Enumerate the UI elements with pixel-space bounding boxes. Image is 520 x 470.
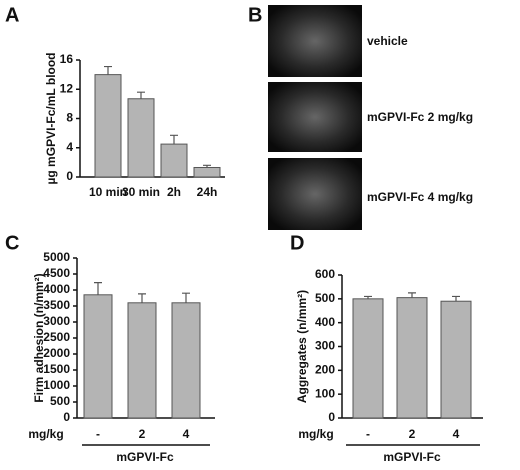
x-row-label: mg/kg (298, 427, 333, 441)
y-tick-label: 1000 (43, 378, 70, 392)
micrograph (268, 5, 362, 77)
error-bar (408, 292, 416, 298)
y-tick-label: 2500 (43, 330, 70, 344)
error-bar (104, 65, 112, 75)
y-tick-label: 0 (328, 410, 335, 424)
x-tick-label: 4 (453, 427, 460, 441)
panel-letter: C (5, 232, 19, 254)
bar (127, 302, 157, 419)
y-tick-label: 0 (66, 169, 73, 183)
y-tick-label: 4 (66, 140, 73, 154)
error-bar (137, 91, 145, 99)
bar (352, 298, 384, 419)
x-row-label: mg/kg (28, 427, 63, 441)
y-tick-label: 500 (50, 394, 70, 408)
y-tick-label: 100 (315, 386, 335, 400)
x-tick-label: - (366, 427, 370, 441)
error-bar (364, 295, 372, 299)
x-group-label: mGPVI-Fc (116, 450, 174, 464)
bar (127, 98, 155, 178)
bar (94, 74, 122, 178)
y-tick-label: 1500 (43, 362, 70, 376)
y-tick-label: 2000 (43, 346, 70, 360)
image-label: mGPVI-Fc 2 mg/kg (367, 110, 473, 124)
bar (160, 143, 188, 178)
bar (193, 166, 221, 178)
bar (440, 300, 472, 419)
error-bar (203, 164, 211, 168)
y-tick-label: 500 (315, 291, 335, 305)
error-bar (452, 295, 460, 302)
y-tick-label: 300 (315, 339, 335, 353)
x-group-label: mGPVI-Fc (383, 450, 441, 464)
y-tick-label: 4500 (43, 266, 70, 280)
panel-letter: B (248, 4, 262, 26)
image-label: vehicle (367, 34, 408, 48)
x-tick-label: 10 min (89, 185, 127, 199)
y-tick-label: 12 (60, 81, 74, 95)
bar (396, 297, 428, 419)
y-axis-label: Aggregates (n/mm²) (295, 290, 309, 403)
y-tick-label: 400 (315, 315, 335, 329)
y-axis-label: Firm adhesion (n/mm²) (32, 273, 46, 402)
error-bar (138, 293, 146, 303)
y-tick-label: 3500 (43, 298, 70, 312)
micrograph (268, 158, 362, 230)
x-tick-label: 2 (409, 427, 416, 441)
y-tick-label: 3000 (43, 314, 70, 328)
x-tick-label: - (96, 427, 100, 441)
y-tick-label: 4000 (43, 282, 70, 296)
y-tick-label: 600 (315, 267, 335, 281)
error-bar (94, 282, 102, 295)
bar (83, 294, 113, 419)
x-tick-label: 2h (167, 185, 181, 199)
x-tick-label: 4 (183, 427, 190, 441)
x-tick-label: 30 min (122, 185, 160, 199)
y-axis-label: µg mGPVI-Fc/mL blood (44, 52, 58, 184)
error-bar (182, 292, 190, 303)
micrographs (268, 5, 362, 230)
y-tick-label: 0 (63, 410, 70, 424)
image-label: mGPVI-Fc 4 mg/kg (367, 190, 473, 204)
y-tick-label: 8 (66, 111, 73, 125)
micrograph (268, 82, 362, 152)
bar (171, 302, 201, 419)
y-tick-label: 200 (315, 363, 335, 377)
y-tick-label: 16 (60, 52, 74, 66)
y-tick-label: 5000 (43, 250, 70, 264)
x-tick-label: 2 (139, 427, 146, 441)
x-tick-label: 24h (197, 185, 218, 199)
panel-letter: A (5, 4, 19, 26)
panel-letter: D (290, 232, 304, 254)
error-bar (170, 134, 178, 145)
